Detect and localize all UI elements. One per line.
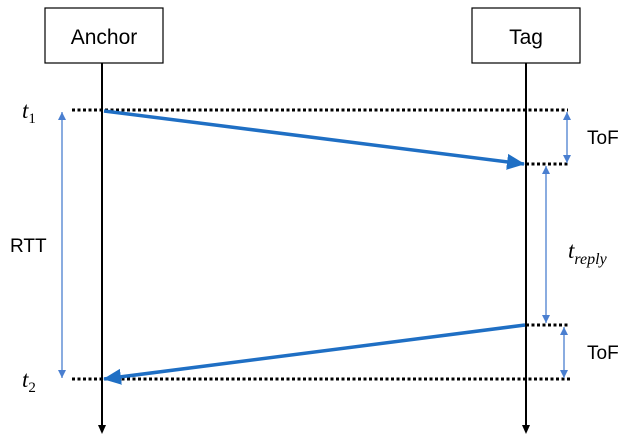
tag-participant: Tag [471,7,581,64]
tof-bottom-label: ToF [587,343,619,364]
t2-label: t2 [22,367,36,396]
tag-box [471,7,581,64]
anchor-box [44,7,164,64]
poll-message-arrow [103,109,525,170]
t1-label: t1 [22,98,36,127]
tof-top-label: ToF [587,128,619,149]
anchor-participant: Anchor [44,7,164,64]
response-message-arrow [103,323,526,385]
rtt-label: RTT [10,236,47,257]
treply-label: treply [568,238,608,268]
anchor-label: Anchor [71,26,138,49]
tag-label: Tag [509,26,543,49]
